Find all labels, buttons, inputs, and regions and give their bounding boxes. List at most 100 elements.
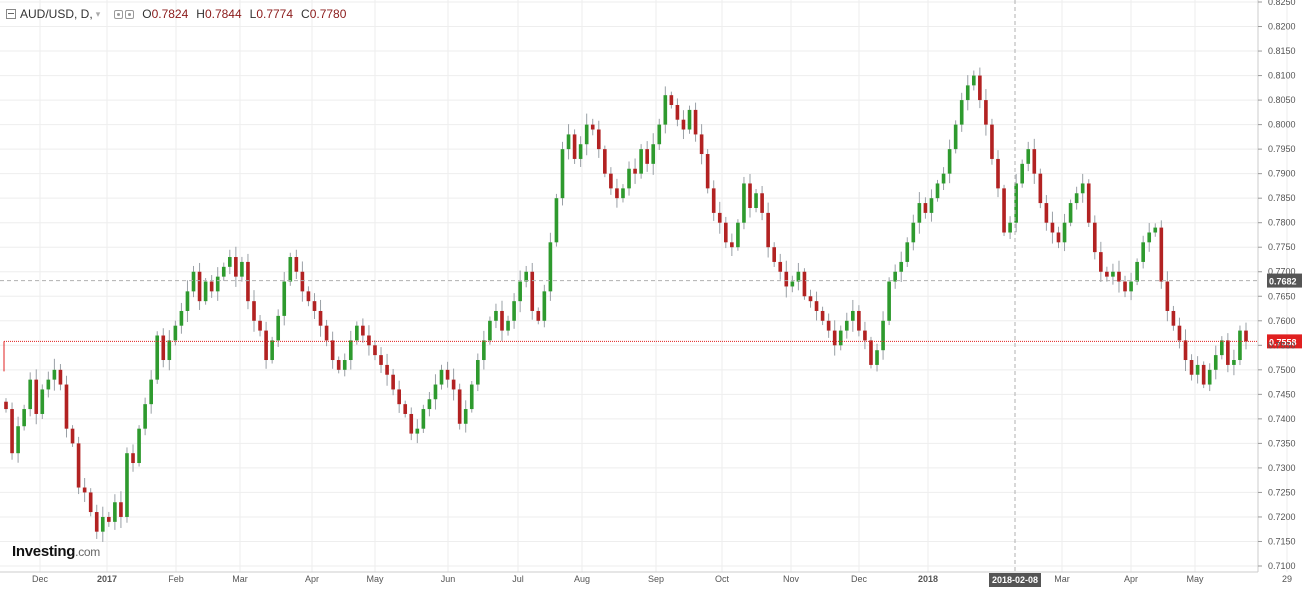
x-tick-label: 29 — [1282, 574, 1292, 584]
crosshair-price-badge — [1267, 273, 1302, 288]
candle-body — [578, 144, 583, 159]
candle-body — [984, 100, 988, 125]
x-tick-label: Aug — [574, 574, 590, 584]
candle-body — [1068, 203, 1073, 223]
x-tick-label: Apr — [305, 574, 319, 584]
candle-body — [971, 75, 976, 86]
x-tick-label: Mar — [1054, 574, 1070, 584]
candle-body — [264, 330, 268, 361]
chart-header: AUD/USD, D, ▾ O0.7824 H0.7844 L0.7774 C0… — [6, 6, 346, 22]
candle-body — [621, 188, 625, 199]
candle-body — [796, 271, 801, 282]
candle-body — [645, 149, 649, 164]
candle-body — [784, 271, 789, 287]
candle-body — [258, 320, 262, 331]
low-value: L0.7774 — [249, 7, 294, 21]
investing-logo: Investing.com — [12, 543, 100, 560]
candle-body — [306, 291, 311, 302]
x-tick-label: May — [366, 574, 384, 584]
candle-body — [990, 124, 994, 159]
settings-icon[interactable] — [114, 9, 124, 19]
x-tick-label: Jul — [512, 574, 524, 584]
candle-body — [373, 345, 377, 356]
candle-body — [1044, 203, 1049, 223]
candle-body — [391, 374, 395, 390]
candle-body — [46, 379, 51, 390]
visibility-icon[interactable] — [125, 9, 135, 19]
candle-body — [1002, 188, 1006, 233]
candle-body — [1171, 310, 1176, 326]
candle-body — [536, 310, 541, 321]
candle-body — [167, 340, 172, 361]
candle-body — [1238, 330, 1242, 361]
y-tick-label: 0.7950 — [1268, 144, 1296, 154]
candle-body — [40, 389, 45, 414]
candle-body — [584, 124, 589, 145]
candle-body — [113, 502, 117, 522]
candle-body — [875, 350, 879, 365]
y-tick-label: 0.7400 — [1268, 414, 1296, 424]
candle-body — [270, 340, 274, 361]
candle-body — [1147, 232, 1152, 243]
candle-body — [808, 296, 813, 302]
candle-body — [717, 212, 722, 223]
candle-body — [1032, 149, 1037, 174]
candle-body — [754, 193, 758, 208]
candle-body — [838, 330, 843, 346]
candle-body — [1135, 261, 1139, 282]
candle-body — [766, 212, 770, 248]
candle-body — [814, 301, 819, 311]
collapse-icon[interactable] — [6, 9, 16, 19]
candle-body — [300, 271, 305, 292]
candle-body — [1226, 340, 1230, 365]
candle-body — [657, 124, 662, 145]
candle-body — [929, 198, 934, 213]
candle-body — [463, 409, 468, 424]
candle-body — [917, 203, 922, 223]
candle-body — [282, 281, 287, 316]
candle-body — [1105, 271, 1109, 277]
y-tick-label: 0.7200 — [1268, 512, 1296, 522]
candle-body — [651, 144, 656, 164]
candle-body — [711, 188, 716, 213]
chevron-down-icon[interactable]: ▾ — [95, 8, 101, 19]
candle-body — [415, 428, 420, 434]
candle-body — [693, 109, 698, 135]
candle-body — [869, 340, 873, 365]
y-tick-label: 0.8100 — [1268, 71, 1296, 81]
candle-body — [330, 340, 335, 361]
candle-body — [149, 379, 153, 405]
candle-body — [1020, 163, 1025, 184]
candle-body — [730, 242, 734, 248]
candle-body — [367, 335, 371, 346]
header-icons — [114, 9, 135, 19]
candle-body — [16, 426, 20, 454]
y-tick-label: 0.7550 — [1268, 340, 1296, 350]
candle-body — [881, 320, 885, 351]
candle-body — [355, 325, 359, 341]
candle-body — [252, 301, 256, 321]
candle-body — [681, 119, 686, 130]
candle-body — [1026, 149, 1031, 164]
candle-body — [1129, 281, 1133, 292]
candle-body — [663, 95, 668, 125]
candle-body — [1177, 325, 1182, 341]
candle-body — [603, 149, 607, 174]
y-tick-label: 0.7900 — [1268, 169, 1296, 179]
candle-body — [1213, 355, 1218, 370]
x-tick-label: Feb — [168, 574, 184, 584]
candle-body — [959, 100, 964, 125]
candle-body — [500, 310, 504, 331]
candle-body — [88, 492, 93, 513]
candle-body — [34, 379, 39, 414]
candle-body — [596, 129, 601, 150]
candle-body — [1014, 183, 1018, 223]
candle-body — [705, 154, 710, 189]
open-value: O0.7824 — [142, 7, 189, 21]
candle-body — [1086, 183, 1091, 223]
crosshair-price-label: 0.7682 — [1269, 277, 1297, 287]
y-tick-label: 0.7750 — [1268, 242, 1296, 252]
candle-body — [530, 271, 535, 311]
candle-body — [772, 247, 777, 262]
